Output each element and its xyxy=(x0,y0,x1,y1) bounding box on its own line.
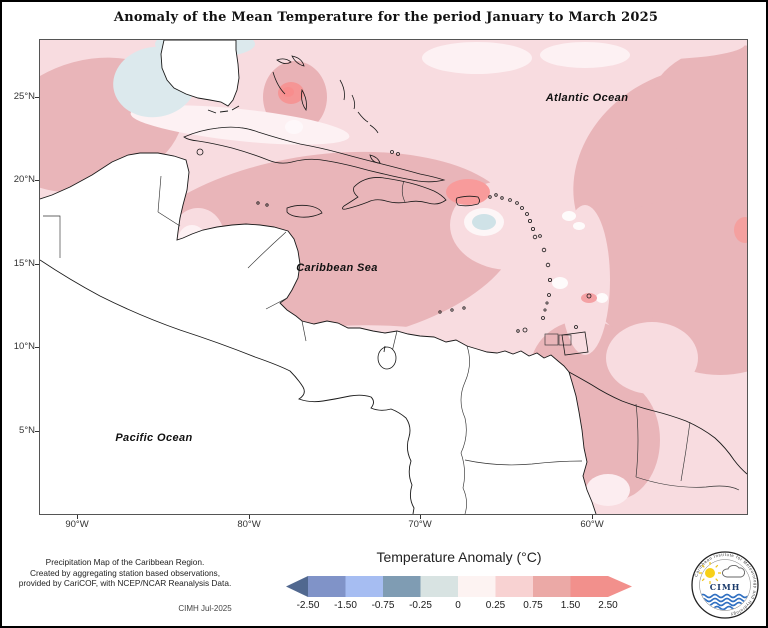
x-axis-label-60w: 60°W xyxy=(580,519,604,530)
colorbar-tick-label: 2.50 xyxy=(598,600,618,611)
colorbar-tick-label: 0.75 xyxy=(523,600,543,611)
island-outlines xyxy=(183,55,592,356)
issue-stamp: CIMH Jul-2025 xyxy=(178,604,232,613)
colorbar-tick-label: -2.50 xyxy=(296,600,320,611)
south-america-east-coastline xyxy=(568,371,748,475)
colorbar-segment xyxy=(308,576,346,597)
logo-inner-ring xyxy=(699,559,751,611)
x-tick xyxy=(420,515,421,519)
page-title: Anomaly of the Mean Temperature for the … xyxy=(113,10,659,25)
maracaibo-channel xyxy=(383,345,386,353)
trinidad-outline xyxy=(561,331,589,356)
y-tick xyxy=(35,97,39,98)
y-axis-label-5n: 5°N xyxy=(19,425,35,436)
credits-line: provided by CariCOF, with NCEP/NCAR Rean… xyxy=(18,578,232,588)
colorbar-tick-label: -0.75 xyxy=(371,600,395,611)
florida-outline xyxy=(160,39,240,107)
colorbar-segment xyxy=(495,576,533,597)
colorbar-tick-label: -1.50 xyxy=(334,600,357,611)
jamaica-outline xyxy=(286,204,323,218)
cuba-outline xyxy=(183,126,446,183)
florida-keys xyxy=(207,105,240,114)
y-tick xyxy=(35,264,39,265)
y-axis-label-15n: 15°N xyxy=(13,258,35,269)
colorbar-tick-label: 0 xyxy=(455,600,461,611)
credits-line: Precipitation Map of the Caribbean Regio… xyxy=(45,557,205,567)
logo-acronym: CIMH xyxy=(710,582,741,592)
y-tick xyxy=(35,431,39,432)
anomaly-map: Atlantic Ocean Caribbean Sea Pacific Oce… xyxy=(2,28,766,515)
x-tick xyxy=(249,515,250,519)
y-axis-label-25n: 25°N xyxy=(13,91,35,102)
caribbean-coastline xyxy=(39,152,597,515)
color-scale-bar xyxy=(286,576,632,597)
colorbar-segment xyxy=(383,576,421,597)
colorbar-tick-label: 1.50 xyxy=(560,600,581,611)
lake-maracaibo xyxy=(377,346,397,370)
colorbar-left-arrow xyxy=(286,576,308,597)
anomaly-very-light-regions xyxy=(130,42,630,506)
isla-juventud xyxy=(196,148,204,156)
colorbar-segment xyxy=(345,576,383,597)
tobago xyxy=(574,325,578,329)
colorbar-segment xyxy=(570,576,608,597)
colorbar-right-arrow xyxy=(608,576,632,597)
credits-block: Precipitation Map of the Caribbean Regio… xyxy=(18,557,232,589)
y-axis-label-20n: 20°N xyxy=(13,174,35,185)
pacific-ocean-label: Pacific Ocean xyxy=(115,432,192,444)
caribbean-sea-label: Caribbean Sea xyxy=(296,262,378,274)
x-tick xyxy=(592,515,593,519)
hispaniola-outline xyxy=(342,177,447,210)
colorbar-segment xyxy=(458,576,496,597)
atlantic-ocean-label: Atlantic Ocean xyxy=(545,92,629,104)
x-axis-label-90w: 90°W xyxy=(65,519,89,530)
map-canvas: Atlantic Ocean Caribbean Sea Pacific Oce… xyxy=(2,28,766,515)
colorbar-tick-label: 0.25 xyxy=(485,600,506,611)
landmass-fill xyxy=(40,153,596,514)
bahamas-outlines xyxy=(272,55,381,164)
cloud-icon xyxy=(722,564,746,578)
colorbar-segment xyxy=(533,576,571,597)
x-axis-label-70w: 70°W xyxy=(408,519,432,530)
lesser-antilles-chain xyxy=(488,193,592,329)
legend-title: Temperature Anomaly (°C) xyxy=(376,549,542,565)
colorbar-tick-label: -0.25 xyxy=(409,600,432,611)
barbados xyxy=(586,293,592,299)
x-tick xyxy=(77,515,78,519)
cimh-logo: Caribbean Institute for Meteorology and … xyxy=(691,551,759,619)
y-axis-label-10n: 10°N xyxy=(13,341,35,352)
pacific-coastline xyxy=(39,259,415,515)
country-borders xyxy=(43,175,740,515)
colorbar-segment xyxy=(420,576,458,597)
y-tick xyxy=(35,180,39,181)
sun-icon xyxy=(699,562,721,584)
x-axis-label-80w: 80°W xyxy=(237,519,261,530)
puerto-rico-outline xyxy=(455,195,480,207)
y-tick xyxy=(35,347,39,348)
credits-line: Created by aggregating station based obs… xyxy=(29,567,221,578)
